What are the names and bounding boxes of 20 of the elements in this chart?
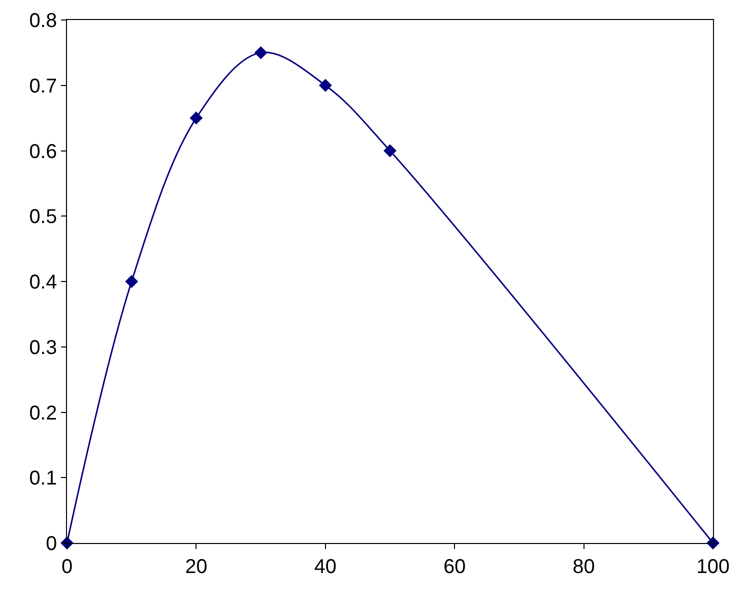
x-tick-label: 80 [572,556,595,578]
x-tick-label: 0 [61,556,73,578]
point [190,112,203,125]
x-tick-label: 20 [185,556,208,578]
point [318,78,332,92]
point [125,275,138,288]
y-tick-label: 0.6 [29,140,57,163]
point [384,144,396,158]
x-tick-label: 100 [696,556,730,578]
x-tick-label: 40 [314,556,337,578]
y-tick-label: 0.8 [29,10,57,32]
y-tick-label: 0.7 [29,75,57,98]
x-tick-label: 60 [443,556,466,578]
y-tick-label: 0.1 [29,468,57,490]
y-tick-label: 0.4 [29,272,57,294]
point [254,46,268,60]
y-tick-label: 0.2 [29,402,57,424]
y-tick-label: 0 [46,533,57,555]
y-tick-label: 0.3 [29,336,57,359]
y-tick-label: 0.5 [29,206,57,228]
